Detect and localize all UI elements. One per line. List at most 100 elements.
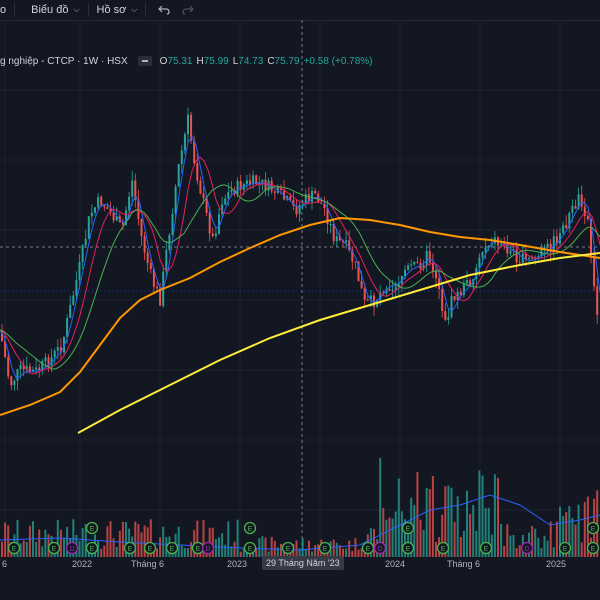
undo-button[interactable] [158,5,171,15]
candle-body [245,180,248,185]
volume-bar [549,521,552,557]
candle-body [332,224,335,242]
candle-body [146,252,149,263]
volume-bar [571,518,574,557]
earnings-badge [436,541,450,555]
candle-body [456,291,459,300]
volume-bar [177,526,180,557]
earnings-badge [85,541,99,555]
volume-bar [280,543,282,557]
volume-bar [388,517,391,557]
candle-body [224,198,227,205]
eye-icon[interactable] [137,56,152,66]
volume-bar [543,535,546,557]
earnings-badge-letter: E [248,526,253,533]
volume-bar [276,547,279,557]
candle-body [4,340,7,358]
candle-body [478,257,481,268]
earnings-badge-letter: E [90,526,95,533]
candle-body [515,249,518,263]
redo-button[interactable] [182,5,195,15]
candle-body [524,253,527,259]
volume-bar [100,548,103,557]
candle-body [422,265,425,269]
candle-body [47,357,50,368]
earnings-badge-letter: E [406,546,411,553]
volume-bar [475,530,478,557]
volume-bar [22,540,25,557]
volume-bar [552,547,555,557]
volume-bar [236,519,239,557]
candle-body [242,184,245,191]
candle-body [413,261,416,265]
volume-bar [472,505,475,557]
volume-bar [534,528,537,557]
volume-bar [484,508,487,557]
volume-bar [146,527,149,557]
candle-body [211,233,214,237]
candle-body [25,366,28,370]
earnings-badge [165,541,179,555]
volume-bar [314,545,317,557]
volume-bar [121,521,124,557]
profile-menu-button[interactable]: Hồ sơ ⌵ [97,4,138,16]
earnings-badge-letter: E [406,526,411,533]
candle-body [16,369,19,381]
candle-body [140,219,143,237]
candle-body [469,280,472,286]
earnings-badge [479,541,493,555]
earnings-badge-letter: E [286,546,291,553]
chevron-down-icon: ⌵ [73,5,80,14]
volume-bar [317,544,320,557]
time-axis[interactable]: 6 2022 Tháng 6 2023 29 Tháng Năm '23 202… [0,556,600,575]
candle-body [295,205,298,214]
candle-body [345,240,348,243]
candle-body [276,186,279,193]
candle-body [435,270,437,279]
toolbar-left-fragment[interactable]: o [0,4,7,16]
candle-body [125,210,127,225]
candle-body [528,257,530,259]
candle-body [187,114,189,135]
candle-body [174,186,177,215]
volume-bar [118,530,121,557]
candle-body [391,289,394,291]
volume-bar [580,542,583,557]
volume-bar [512,534,515,557]
candle-body [484,247,487,253]
volume-bar [143,525,146,557]
candle-body [59,347,62,353]
volume-bar [264,537,267,557]
candle-body [208,212,211,234]
volume-bar [134,521,137,557]
dividend-badge-letter: D [377,546,382,553]
volume-bar [16,519,19,557]
candle-body [580,194,583,207]
volume-bar [503,546,506,557]
volume-bar [137,524,140,557]
volume-bar [183,548,186,557]
volume-bar [540,548,543,557]
ma-line-mid [0,156,600,375]
earnings-badge-letter: E [591,546,596,553]
volume-bar [515,547,518,557]
volume-bar [422,529,425,557]
volume-bar [385,519,388,557]
candle-body [326,208,329,225]
volume-bar [332,539,335,557]
price-chart[interactable]: E E DEE E E E E DEE E E E DEE E E D EEE [0,20,600,557]
symbol-title[interactable]: g nghiệp - CTCP · 1W · HSX [0,55,128,67]
candle-body [100,196,103,206]
candle-body [84,238,87,246]
candle-body [366,299,369,301]
candle-body [407,265,410,270]
candle-body [568,212,571,229]
chart-menu-button[interactable]: Biểu đồ ⌵ [31,4,79,16]
candle-body [190,114,193,141]
volume-bar [162,526,165,557]
earnings-badge [586,541,600,555]
earnings-badge [318,541,332,555]
volume-bar [459,537,462,557]
volume-bar [555,521,558,557]
earnings-badge [361,541,375,555]
